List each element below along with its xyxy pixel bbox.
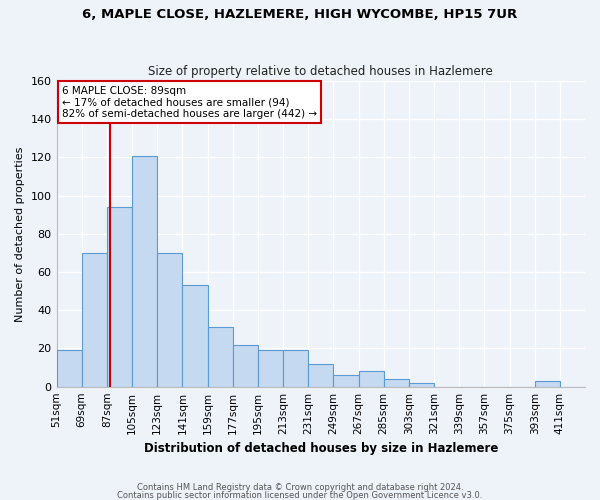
Bar xyxy=(409,383,434,386)
Bar xyxy=(56,350,82,386)
Bar xyxy=(182,286,208,386)
Bar xyxy=(157,253,182,386)
Text: 6, MAPLE CLOSE, HAZLEMERE, HIGH WYCOMBE, HP15 7UR: 6, MAPLE CLOSE, HAZLEMERE, HIGH WYCOMBE,… xyxy=(82,8,518,20)
Text: Contains HM Land Registry data © Crown copyright and database right 2024.: Contains HM Land Registry data © Crown c… xyxy=(137,484,463,492)
Bar xyxy=(308,364,334,386)
Y-axis label: Number of detached properties: Number of detached properties xyxy=(15,146,25,322)
Text: 6 MAPLE CLOSE: 89sqm
← 17% of detached houses are smaller (94)
82% of semi-detac: 6 MAPLE CLOSE: 89sqm ← 17% of detached h… xyxy=(62,86,317,119)
Bar xyxy=(233,344,258,387)
Bar xyxy=(383,379,409,386)
Bar xyxy=(334,375,359,386)
Title: Size of property relative to detached houses in Hazlemere: Size of property relative to detached ho… xyxy=(148,66,493,78)
X-axis label: Distribution of detached houses by size in Hazlemere: Distribution of detached houses by size … xyxy=(143,442,498,455)
Bar xyxy=(107,207,132,386)
Bar xyxy=(132,156,157,386)
Bar xyxy=(283,350,308,386)
Bar xyxy=(359,372,383,386)
Bar xyxy=(208,328,233,386)
Bar xyxy=(82,253,107,386)
Bar xyxy=(535,381,560,386)
Bar xyxy=(258,350,283,386)
Text: Contains public sector information licensed under the Open Government Licence v3: Contains public sector information licen… xyxy=(118,490,482,500)
